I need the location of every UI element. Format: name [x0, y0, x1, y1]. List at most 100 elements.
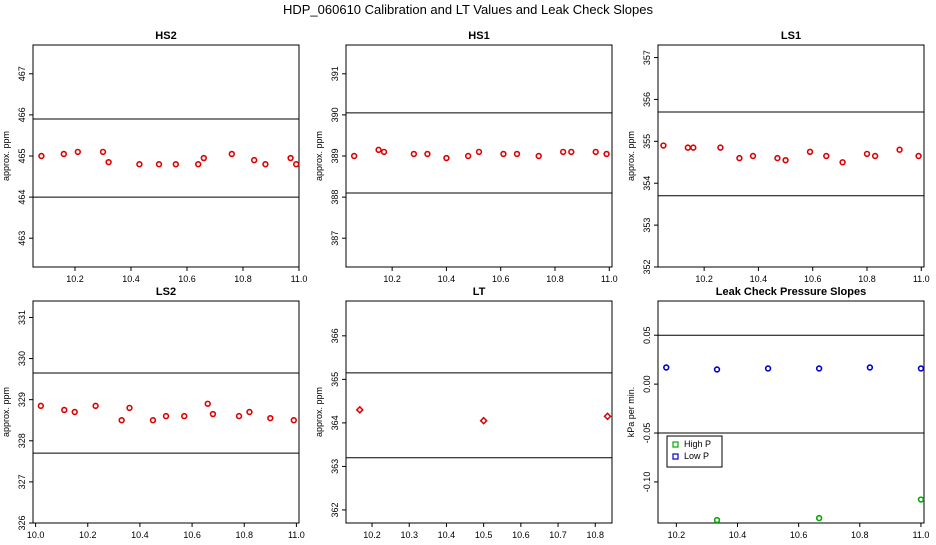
- y-tick-label: -0.05: [642, 423, 652, 444]
- chart-title: HS1: [468, 30, 489, 42]
- data-point: [410, 150, 418, 158]
- data-point: [136, 161, 143, 168]
- data-point: [293, 161, 300, 168]
- x-tick-label: 10.8: [234, 274, 252, 284]
- chart-legend: High P Low P: [666, 435, 723, 468]
- y-axis-label: approx. ppm: [1, 131, 11, 181]
- y-tick-label: 362: [330, 502, 340, 517]
- x-tick-label: 10.4: [131, 530, 149, 540]
- plot-frame: [345, 44, 613, 268]
- data-point: [38, 152, 45, 160]
- y-axis-label: approx. ppm: [314, 387, 324, 437]
- y-tick-label: 331: [17, 310, 27, 325]
- data-point: [290, 417, 297, 424]
- y-tick-label: 355: [642, 134, 652, 149]
- x-tick-label: 10.4: [750, 274, 768, 284]
- data-point: [424, 150, 431, 158]
- data-point: [713, 516, 721, 524]
- data-point: [782, 156, 789, 164]
- legend-entry: High P: [684, 439, 711, 449]
- x-tick-label: 10.6: [512, 530, 530, 540]
- data-point: [866, 364, 874, 371]
- data-point: [287, 154, 294, 162]
- y-tick-label: 465: [17, 148, 27, 163]
- data-point: [375, 146, 382, 154]
- data-point: [235, 412, 243, 420]
- x-tick-label: 11.0: [913, 274, 930, 284]
- data-point: [663, 364, 670, 371]
- legend-swatch: [672, 453, 679, 460]
- data-point: [118, 417, 125, 424]
- x-tick-label: 10.6: [804, 274, 822, 284]
- data-point: [209, 410, 217, 418]
- y-tick-label: -0.10: [642, 472, 652, 493]
- chart-title: LS1: [781, 30, 801, 42]
- plot-frame: [657, 44, 925, 268]
- x-tick-label: 10.8: [235, 530, 253, 540]
- y-tick-label: 330: [17, 351, 27, 366]
- data-point: [896, 146, 903, 153]
- data-point: [92, 402, 99, 410]
- x-tick-label: 10.8: [586, 530, 604, 540]
- data-point: [736, 154, 743, 162]
- x-tick-label: 10.2: [668, 530, 686, 540]
- y-tick-label: 0.05: [642, 326, 652, 344]
- data-point: [915, 152, 922, 160]
- y-tick-label: 354: [642, 176, 652, 191]
- data-point: [126, 404, 133, 412]
- y-tick-label: 353: [642, 218, 652, 233]
- data-point: [764, 365, 772, 372]
- data-point: [774, 154, 781, 162]
- x-tick-label: 10.3: [400, 530, 418, 540]
- data-point: [464, 152, 472, 160]
- data-point: [684, 144, 692, 151]
- x-tick-label: 10.6: [790, 530, 808, 540]
- data-point: [195, 161, 202, 168]
- x-tick-label: 10.6: [492, 274, 510, 284]
- data-point: [717, 144, 724, 151]
- data-point: [71, 408, 78, 416]
- chart-title: Leak Check Pressure Slopes: [716, 286, 866, 298]
- y-tick-label: 364: [330, 415, 340, 430]
- data-point: [246, 408, 253, 416]
- x-tick-label: 11.0: [601, 274, 618, 284]
- y-tick-label: 328: [17, 433, 27, 448]
- y-tick-label: 391: [330, 66, 340, 81]
- chart-title: LS2: [156, 286, 176, 298]
- x-tick-label: 10.5: [475, 530, 493, 540]
- legend-box: [666, 435, 723, 468]
- legend-swatch: [672, 441, 679, 448]
- chart-title: LT: [473, 286, 486, 298]
- x-tick-label: 10.8: [858, 274, 876, 284]
- y-tick-label: 389: [330, 148, 340, 163]
- x-tick-label: 11.0: [291, 274, 308, 284]
- y-tick-label: 388: [330, 190, 340, 205]
- data-point: [251, 156, 258, 164]
- x-tick-label: 10.7: [549, 530, 567, 540]
- x-tick-label: 10.8: [851, 530, 869, 540]
- data-point: [380, 148, 388, 156]
- y-tick-label: 366: [330, 328, 340, 343]
- data-point: [815, 514, 823, 522]
- data-point: [917, 496, 925, 503]
- x-tick-label: 10.8: [546, 274, 564, 284]
- data-point: [917, 365, 925, 372]
- y-tick-label: 466: [17, 107, 27, 122]
- data-point: [806, 148, 814, 156]
- y-tick-label: 356: [642, 92, 652, 107]
- y-tick-label: 390: [330, 107, 340, 122]
- x-tick-label: 10.4: [729, 530, 747, 540]
- data-point: [262, 161, 269, 168]
- y-tick-label: 352: [642, 259, 652, 274]
- data-point: [603, 412, 612, 421]
- y-tick-label: 326: [17, 515, 27, 530]
- y-tick-label: 363: [330, 459, 340, 474]
- y-axis-label: kPa per min.: [626, 387, 636, 438]
- data-point: [443, 154, 450, 162]
- x-tick-label: 10.6: [183, 530, 201, 540]
- data-point: [99, 148, 107, 156]
- data-point: [823, 152, 830, 160]
- plot-frame: [657, 300, 925, 524]
- y-tick-label: 365: [330, 372, 340, 387]
